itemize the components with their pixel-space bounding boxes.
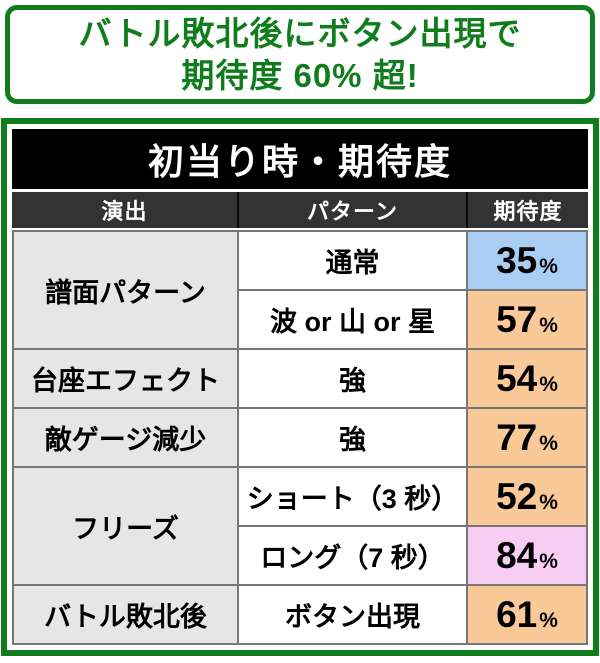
pattern-cell: ボタン出現: [239, 586, 466, 643]
pattern-cell: ロング（7 秒）: [239, 527, 466, 584]
pattern-cell: 強: [239, 409, 466, 466]
effect-cell: 台座エフェクト: [14, 350, 237, 407]
column-header-pattern: パターン: [237, 192, 466, 228]
percent-sign: %: [539, 549, 558, 573]
headline-banner: バトル敗北後にボタン出現で 期待度 60% 超!: [5, 5, 595, 104]
percent-sign: %: [539, 490, 558, 514]
expectation-value: 54: [496, 357, 538, 399]
percent-sign: %: [539, 431, 558, 455]
effect-cell: バトル敗北後: [14, 586, 237, 643]
expectation-cell: 52%: [468, 468, 586, 525]
headline-line-1: バトル敗北後にボタン出現で: [78, 14, 522, 52]
expectation-value: 61: [496, 593, 538, 635]
effect-cell: 譜面パターン: [14, 232, 237, 348]
percent-sign: %: [539, 608, 558, 632]
column-header-expectation: 期待度: [466, 192, 588, 228]
pattern-cell: 強: [239, 350, 466, 407]
effect-cell: 敵ゲージ減少: [14, 409, 237, 466]
expectation-value: 57: [496, 298, 538, 340]
pattern-cell: 通常: [239, 232, 466, 289]
headline-line-2: 期待度 60% 超!: [181, 56, 419, 94]
percent-sign: %: [539, 313, 558, 337]
percent-sign: %: [539, 254, 558, 278]
column-header-row: 演出 パターン 期待度: [12, 192, 588, 228]
pattern-cell: ショート（3 秒）: [239, 468, 466, 525]
expectation-table: 初当り時・期待度 演出 パターン 期待度 譜面パターン 通常 35% 波 or …: [1, 118, 599, 656]
expectation-cell: 84%: [468, 527, 586, 584]
percent-sign: %: [539, 372, 558, 396]
expectation-value: 35: [496, 239, 538, 281]
expectation-cell: 54%: [468, 350, 586, 407]
pattern-cell: 波 or 山 or 星: [239, 291, 466, 348]
effect-cell: フリーズ: [14, 468, 237, 584]
expectation-cell: 57%: [468, 291, 586, 348]
expectation-value: 52: [496, 475, 538, 517]
expectation-cell: 35%: [468, 232, 586, 289]
table-title: 初当り時・期待度: [12, 129, 588, 189]
expectation-value: 84: [496, 534, 538, 576]
expectation-cell: 77%: [468, 409, 586, 466]
table-body: 譜面パターン 通常 35% 波 or 山 or 星 57% 台座エフェクト 強 …: [12, 230, 588, 645]
expectation-value: 77: [496, 416, 538, 458]
column-header-effect: 演出: [101, 199, 148, 224]
expectation-cell: 61%: [468, 586, 586, 643]
